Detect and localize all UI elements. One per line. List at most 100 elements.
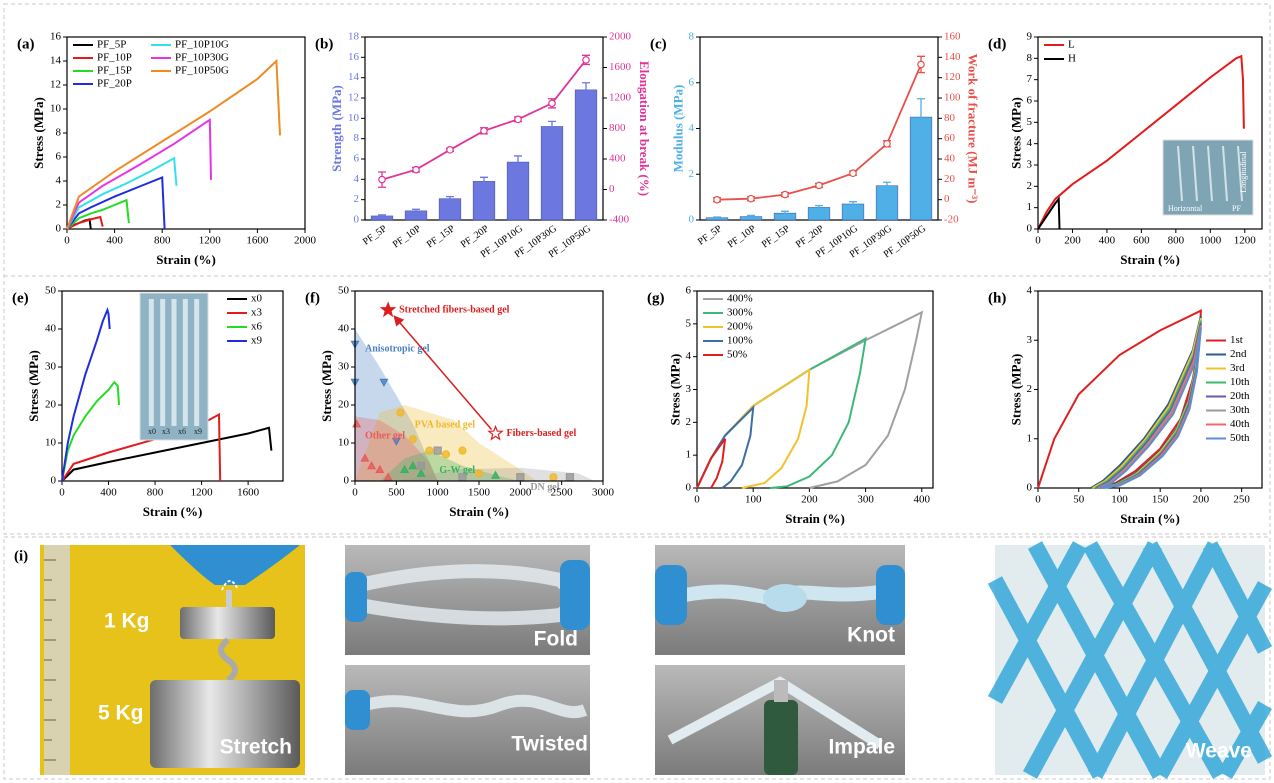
legend-label: 300% — [727, 307, 753, 319]
y-tick-label: 7 — [1027, 73, 1033, 85]
y-tick-label: 20 — [338, 399, 350, 411]
photo-fold: Fold — [345, 545, 590, 655]
x-axis-label: Strain (%) — [143, 504, 203, 519]
y-tick-label: 0 — [56, 223, 62, 235]
x-tick-label: 2000 — [509, 487, 532, 499]
x-tick-label: PF_15P — [425, 223, 458, 250]
region-label: Anisotropic gel — [365, 343, 430, 354]
y-tick-label: 3 — [1027, 334, 1033, 346]
legend-label: 50th — [1230, 432, 1250, 444]
point — [442, 451, 449, 458]
y2-tick-label: 2000 — [609, 31, 632, 43]
x-tick-label: 100 — [745, 494, 762, 506]
y-tick-label: 5 — [686, 317, 692, 329]
legend-label: 2nd — [1230, 348, 1247, 360]
x-tick-label: PF_5P — [696, 223, 725, 248]
x-tick-label: 1200 — [191, 487, 214, 499]
photo-caption: Weave — [1186, 740, 1252, 763]
photo-knot: Knot — [655, 545, 905, 655]
x-tick-label: PF_5P — [361, 223, 390, 248]
y-tick-label: 1 — [1027, 432, 1033, 444]
legend-label: 3rd — [1230, 362, 1245, 374]
y-tick-label: 4 — [1027, 137, 1033, 149]
y-tick-label: 40 — [338, 323, 350, 335]
y2-tick-label: 140 — [944, 51, 961, 63]
legend-label: PF_10P50G — [175, 65, 229, 77]
legend-label: PF_5P — [97, 39, 126, 51]
photo-twisted: Twisted — [345, 665, 590, 775]
y2-tick-label: 160 — [944, 31, 961, 43]
x-tick-label: 250 — [1233, 494, 1250, 506]
inset-label: PF — [1232, 204, 1241, 213]
y-tick-label: 5 — [1027, 116, 1033, 128]
x-axis-label: Strain (%) — [1120, 511, 1180, 526]
x-tick-label: 600 — [1133, 235, 1150, 247]
line-series — [717, 65, 921, 200]
y-tick-label: 1 — [686, 449, 692, 461]
x-tick-label: 0 — [64, 235, 70, 247]
inset-label: Longitudinal — [1239, 151, 1248, 193]
point — [850, 170, 856, 176]
point — [714, 196, 720, 202]
y-tick-label: 9 — [1027, 31, 1033, 43]
legend-label: x9 — [251, 335, 263, 347]
y-axis-label: Stress (MPa) — [1008, 97, 1023, 169]
x-tick-label: 0 — [694, 494, 700, 506]
legend-label: 30th — [1230, 404, 1250, 416]
y-tick-label: 4 — [689, 122, 695, 134]
y2-tick-label: 80 — [944, 112, 956, 124]
bar — [439, 199, 461, 220]
y2-tick-label: 40 — [944, 153, 956, 165]
x-tick-label: 400 — [914, 494, 931, 506]
y-tick-label: 0 — [1027, 223, 1033, 235]
legend-label: H — [1068, 53, 1076, 65]
line-series — [697, 370, 809, 488]
x-tick-label: PF_10P — [726, 223, 759, 250]
weight-label: 1 Kg — [104, 610, 150, 633]
line-series — [67, 120, 211, 229]
region-label: Other gel — [365, 431, 405, 442]
x-tick-label: PF_10P — [391, 223, 424, 250]
inset-label: x0 — [148, 427, 156, 436]
panel-label: (h) — [988, 290, 1006, 306]
panel-label: (a) — [17, 36, 35, 52]
x-tick-label: 2000 — [294, 235, 317, 247]
x-tick-label: 0 — [352, 487, 358, 499]
region-label: PVA based gel — [415, 419, 476, 430]
x-tick-label: 100 — [1111, 494, 1128, 506]
legend-label: 50% — [727, 349, 747, 361]
point — [426, 447, 433, 454]
y-axis-label: Stress (MPa) — [667, 354, 682, 426]
y2-axis-label: Elongation at break (%) — [637, 61, 652, 196]
y-tick-label: 16 — [348, 51, 360, 63]
annotation-marker — [381, 303, 394, 316]
panel-label: (d) — [988, 36, 1006, 52]
x-tick-label: 200 — [1193, 494, 1210, 506]
y-tick-label: 0 — [1027, 482, 1033, 494]
x-tick-label: 300 — [857, 494, 874, 506]
y-tick-label: 8 — [354, 132, 360, 144]
region-label: G-W gel — [439, 465, 475, 476]
x-tick-label: 800 — [147, 487, 164, 499]
x-tick-label: 0 — [1035, 494, 1041, 506]
y2-tick-label: 800 — [609, 122, 626, 134]
y2-tick-label: 400 — [609, 153, 626, 165]
x-tick-label: 200 — [801, 494, 818, 506]
legend-label: 20th — [1230, 390, 1250, 402]
point — [459, 474, 466, 481]
bar — [876, 186, 898, 220]
legend-label: x3 — [251, 307, 263, 319]
bar — [575, 90, 597, 220]
legend-label: PF_15P — [97, 65, 132, 77]
point — [481, 128, 487, 134]
y-tick-label: 8 — [1027, 52, 1033, 64]
y-tick-label: 0 — [686, 482, 692, 494]
x-tick-label: 1600 — [237, 487, 260, 499]
y-tick-label: 18 — [348, 31, 360, 43]
point — [515, 116, 521, 122]
point — [397, 409, 404, 416]
legend-label: PF_10P — [97, 52, 132, 64]
y-axis-label: Modulus (MPa) — [670, 85, 685, 173]
x-tick-label: 2500 — [551, 487, 574, 499]
x-tick-label: 150 — [1152, 494, 1169, 506]
